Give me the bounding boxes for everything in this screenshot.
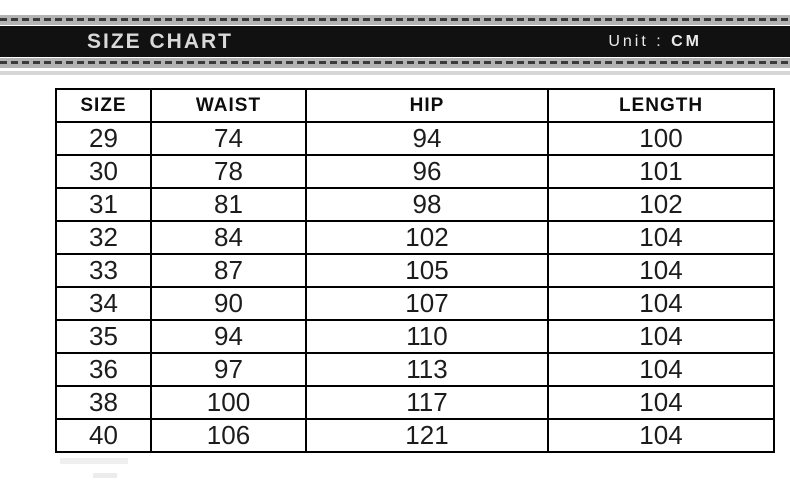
table-cell: 104: [547, 385, 775, 420]
banner-bottom-stripe: [0, 58, 790, 68]
table-cell: 100: [547, 121, 775, 156]
print-smudge: [60, 458, 128, 464]
unit-label: Unit :: [608, 32, 664, 50]
table-row: 38 100 117 104: [55, 385, 775, 420]
table-cell: 96: [305, 154, 549, 189]
table-cell: 94: [305, 121, 549, 156]
table-row: 31 81 98 102: [55, 187, 775, 222]
table-cell: 104: [547, 352, 775, 387]
table-cell: 98: [305, 187, 549, 222]
dashed-line-decoration: [0, 61, 790, 64]
page-title: SIZE CHART: [87, 29, 233, 53]
table-cell: 100: [150, 385, 307, 420]
table-cell: 84: [150, 220, 307, 255]
column-header-length: LENGTH: [547, 88, 775, 123]
title-bar: SIZE CHART Unit : CM: [0, 26, 790, 57]
table-cell: 104: [547, 418, 775, 453]
table-header-row: SIZE WAIST HIP LENGTH: [55, 88, 775, 123]
table-cell: 78: [150, 154, 307, 189]
table-cell: 32: [55, 220, 152, 255]
table-row: 32 84 102 104: [55, 220, 775, 255]
table-cell: 34: [55, 286, 152, 321]
table-cell: 102: [305, 220, 549, 255]
table-cell: 29: [55, 121, 152, 156]
table-cell: 33: [55, 253, 152, 288]
table-cell: 107: [305, 286, 549, 321]
table-cell: 31: [55, 187, 152, 222]
unit-value: CM: [671, 32, 702, 50]
dashed-line-decoration: [0, 18, 790, 21]
table-cell: 87: [150, 253, 307, 288]
table-cell: 106: [150, 418, 307, 453]
table-cell: 102: [547, 187, 775, 222]
table-cell: 94: [150, 319, 307, 354]
table-cell: 110: [305, 319, 549, 354]
table-cell: 97: [150, 352, 307, 387]
table-row: 33 87 105 104: [55, 253, 775, 288]
table-cell: 81: [150, 187, 307, 222]
header-row: SIZE WAIST HIP LENGTH: [55, 88, 775, 123]
table-cell: 104: [547, 220, 775, 255]
banner-underline: [0, 71, 790, 75]
table-cell: 104: [547, 253, 775, 288]
column-header-waist: WAIST: [150, 88, 307, 123]
table-row: 30 78 96 101: [55, 154, 775, 189]
table-row: 29 74 94 100: [55, 121, 775, 156]
table-cell: 30: [55, 154, 152, 189]
table-body: 29 74 94 100 30 78 96 101 31 81 98 102 32 84 102 104 33 8…: [55, 121, 775, 453]
table-row: 36 97 113 104: [55, 352, 775, 387]
table-cell: 40: [55, 418, 152, 453]
table-cell: 35: [55, 319, 152, 354]
column-header-hip: HIP: [305, 88, 549, 123]
table-cell: 121: [305, 418, 549, 453]
table-cell: 38: [55, 385, 152, 420]
table-row: 35 94 110 104: [55, 319, 775, 354]
table-cell: 90: [150, 286, 307, 321]
unit-indicator: Unit : CM: [608, 33, 702, 51]
table-cell: 113: [305, 352, 549, 387]
table-cell: 101: [547, 154, 775, 189]
table-cell: 104: [547, 286, 775, 321]
size-chart-table: SIZE WAIST HIP LENGTH 29 74 94 100 30 78 96 101 31 8…: [55, 88, 775, 453]
table-cell: 74: [150, 121, 307, 156]
table-cell: 117: [305, 385, 549, 420]
table-row: 40 106 121 104: [55, 418, 775, 453]
banner-top-stripe: [0, 15, 790, 25]
table-cell: 104: [547, 319, 775, 354]
table-cell: 36: [55, 352, 152, 387]
column-header-size: SIZE: [55, 88, 152, 123]
table-cell: 105: [305, 253, 549, 288]
print-smudge: [93, 473, 117, 478]
table-row: 34 90 107 104: [55, 286, 775, 321]
